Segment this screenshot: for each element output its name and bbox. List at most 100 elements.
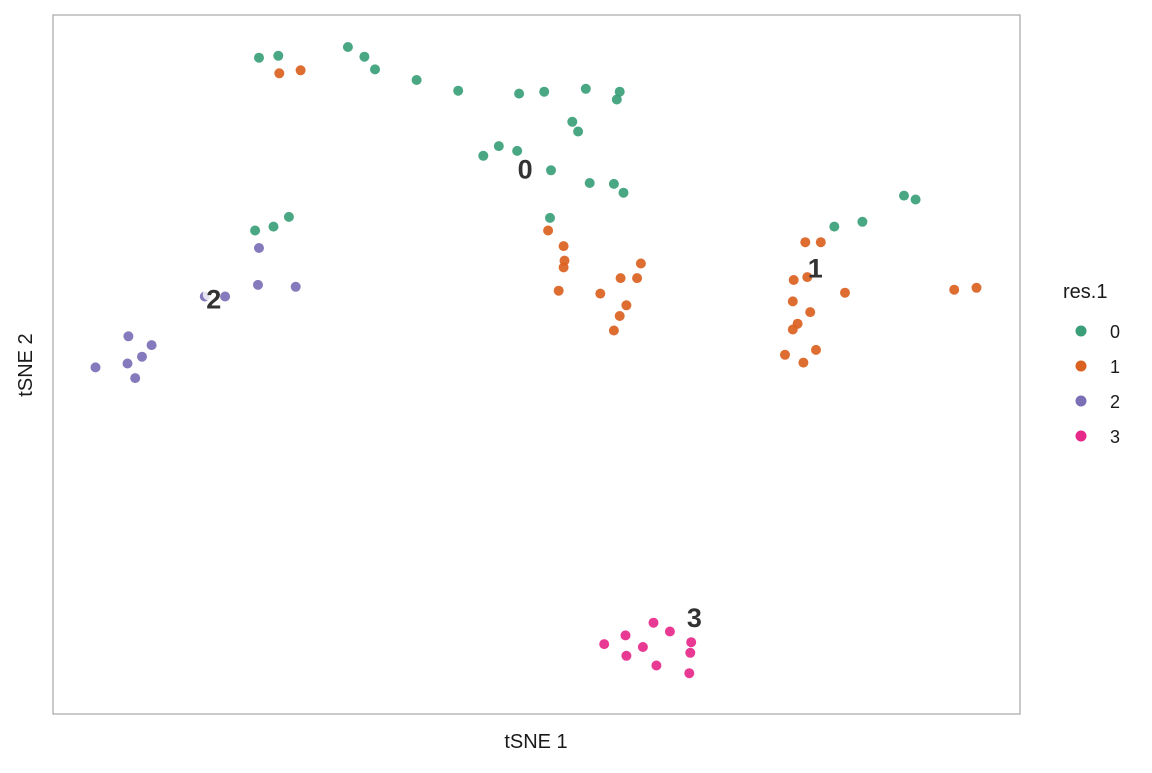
cluster-label-1: 1 xyxy=(804,253,823,283)
legend-key-3 xyxy=(1075,430,1087,442)
point-cluster-1-15 xyxy=(815,237,826,248)
point-cluster-0-19 xyxy=(608,178,619,189)
point-cluster-2-9 xyxy=(90,362,101,373)
point-cluster-2-7 xyxy=(146,340,157,351)
legend-label-2: 2 xyxy=(1110,392,1120,412)
cluster-label-halo-0 xyxy=(514,158,527,171)
y-axis-label: tSNE 2 xyxy=(15,333,37,396)
point-cluster-0-25 xyxy=(829,221,840,232)
point-cluster-0-23 xyxy=(268,221,279,232)
legend-key-2 xyxy=(1075,395,1087,407)
point-cluster-0-20 xyxy=(618,187,629,198)
cluster-label-0: 0 xyxy=(514,154,533,184)
point-cluster-0-5 xyxy=(411,75,422,85)
legend-label-1: 1 xyxy=(1110,357,1120,377)
point-cluster-0-11 xyxy=(611,94,622,105)
legend-label-0: 0 xyxy=(1110,322,1120,342)
point-cluster-1-19 xyxy=(805,307,816,318)
legend-title: res.1 xyxy=(1063,281,1107,303)
legend-label-3: 3 xyxy=(1110,427,1120,447)
point-cluster-1-13 xyxy=(608,325,619,336)
point-cluster-0-21 xyxy=(545,212,555,223)
cluster-label-halo-3 xyxy=(683,606,696,619)
point-cluster-0-7 xyxy=(514,88,525,99)
cluster-label-halo-2 xyxy=(202,288,215,301)
cluster-label-halo-1 xyxy=(804,257,817,270)
legend-key-0 xyxy=(1075,325,1087,337)
point-cluster-3-9 xyxy=(684,668,695,679)
point-cluster-1-0 xyxy=(274,68,285,79)
point-cluster-3-2 xyxy=(620,630,631,641)
point-cluster-0-27 xyxy=(899,190,909,201)
point-cluster-1-18 xyxy=(787,296,798,307)
point-cluster-0-16 xyxy=(512,145,523,156)
point-cluster-3-5 xyxy=(637,642,648,652)
point-cluster-0-24 xyxy=(283,211,294,222)
point-cluster-2-5 xyxy=(123,331,134,342)
cluster-label-text-0: 0 xyxy=(518,154,533,184)
point-cluster-1-6 xyxy=(553,285,564,296)
point-cluster-0-0 xyxy=(254,52,264,63)
point-cluster-0-12 xyxy=(567,116,578,127)
point-cluster-1-1 xyxy=(295,65,306,76)
point-cluster-0-2 xyxy=(342,42,353,52)
point-cluster-0-14 xyxy=(478,150,489,161)
point-cluster-0-26 xyxy=(857,216,868,227)
point-cluster-0-1 xyxy=(273,50,284,61)
point-cluster-1-27 xyxy=(971,282,982,293)
point-cluster-2-1 xyxy=(253,279,263,290)
point-cluster-1-14 xyxy=(800,237,811,248)
point-cluster-1-12 xyxy=(614,311,625,321)
point-cluster-0-17 xyxy=(546,165,556,176)
point-cluster-1-23 xyxy=(780,349,790,360)
point-cluster-1-16 xyxy=(802,272,813,283)
point-cluster-1-24 xyxy=(798,357,809,368)
cluster-label-2: 2 xyxy=(202,285,221,315)
points-layer xyxy=(90,42,982,679)
point-cluster-0-18 xyxy=(584,178,595,188)
point-cluster-1-8 xyxy=(615,273,626,284)
point-cluster-1-10 xyxy=(635,258,646,269)
point-cluster-1-17 xyxy=(788,275,799,285)
point-cluster-3-3 xyxy=(686,637,697,648)
point-cluster-1-7 xyxy=(595,288,606,299)
point-cluster-1-5 xyxy=(558,262,569,273)
point-cluster-2-8 xyxy=(122,358,133,369)
cluster-labels-layer: 0 1 2 3 xyxy=(202,154,823,633)
point-cluster-0-4 xyxy=(370,64,380,75)
point-cluster-0-10 xyxy=(614,86,625,97)
point-cluster-0-6 xyxy=(453,85,464,96)
point-cluster-3-7 xyxy=(621,650,632,661)
point-cluster-0-22 xyxy=(250,225,261,236)
point-cluster-1-11 xyxy=(621,300,632,311)
x-axis-label: tSNE 1 xyxy=(504,731,567,753)
point-cluster-2-4 xyxy=(220,291,231,302)
point-cluster-3-0 xyxy=(648,617,659,628)
point-cluster-0-15 xyxy=(493,141,504,152)
point-cluster-0-9 xyxy=(580,83,591,94)
point-cluster-0-3 xyxy=(359,51,370,62)
point-cluster-0-8 xyxy=(539,86,550,97)
point-cluster-2-10 xyxy=(130,373,141,384)
point-cluster-3-1 xyxy=(664,626,675,637)
point-cluster-0-13 xyxy=(573,126,584,137)
point-cluster-3-6 xyxy=(685,647,696,658)
point-cluster-3-8 xyxy=(651,660,662,671)
point-cluster-1-2 xyxy=(543,225,554,236)
point-cluster-0-28 xyxy=(910,194,921,205)
point-cluster-1-22 xyxy=(811,344,821,355)
cluster-label-text-2: 2 xyxy=(206,285,221,315)
point-cluster-1-21 xyxy=(787,324,798,335)
point-cluster-3-4 xyxy=(599,639,610,650)
point-cluster-1-3 xyxy=(558,241,569,252)
point-cluster-2-2 xyxy=(290,281,301,292)
plot-panel-border xyxy=(52,14,1021,715)
point-cluster-1-9 xyxy=(632,273,643,284)
point-cluster-1-26 xyxy=(949,284,960,295)
legend-key-1 xyxy=(1075,360,1087,372)
cluster-label-text-1: 1 xyxy=(808,253,823,283)
point-cluster-1-25 xyxy=(840,287,850,298)
cluster-label-text-3: 3 xyxy=(687,603,702,633)
